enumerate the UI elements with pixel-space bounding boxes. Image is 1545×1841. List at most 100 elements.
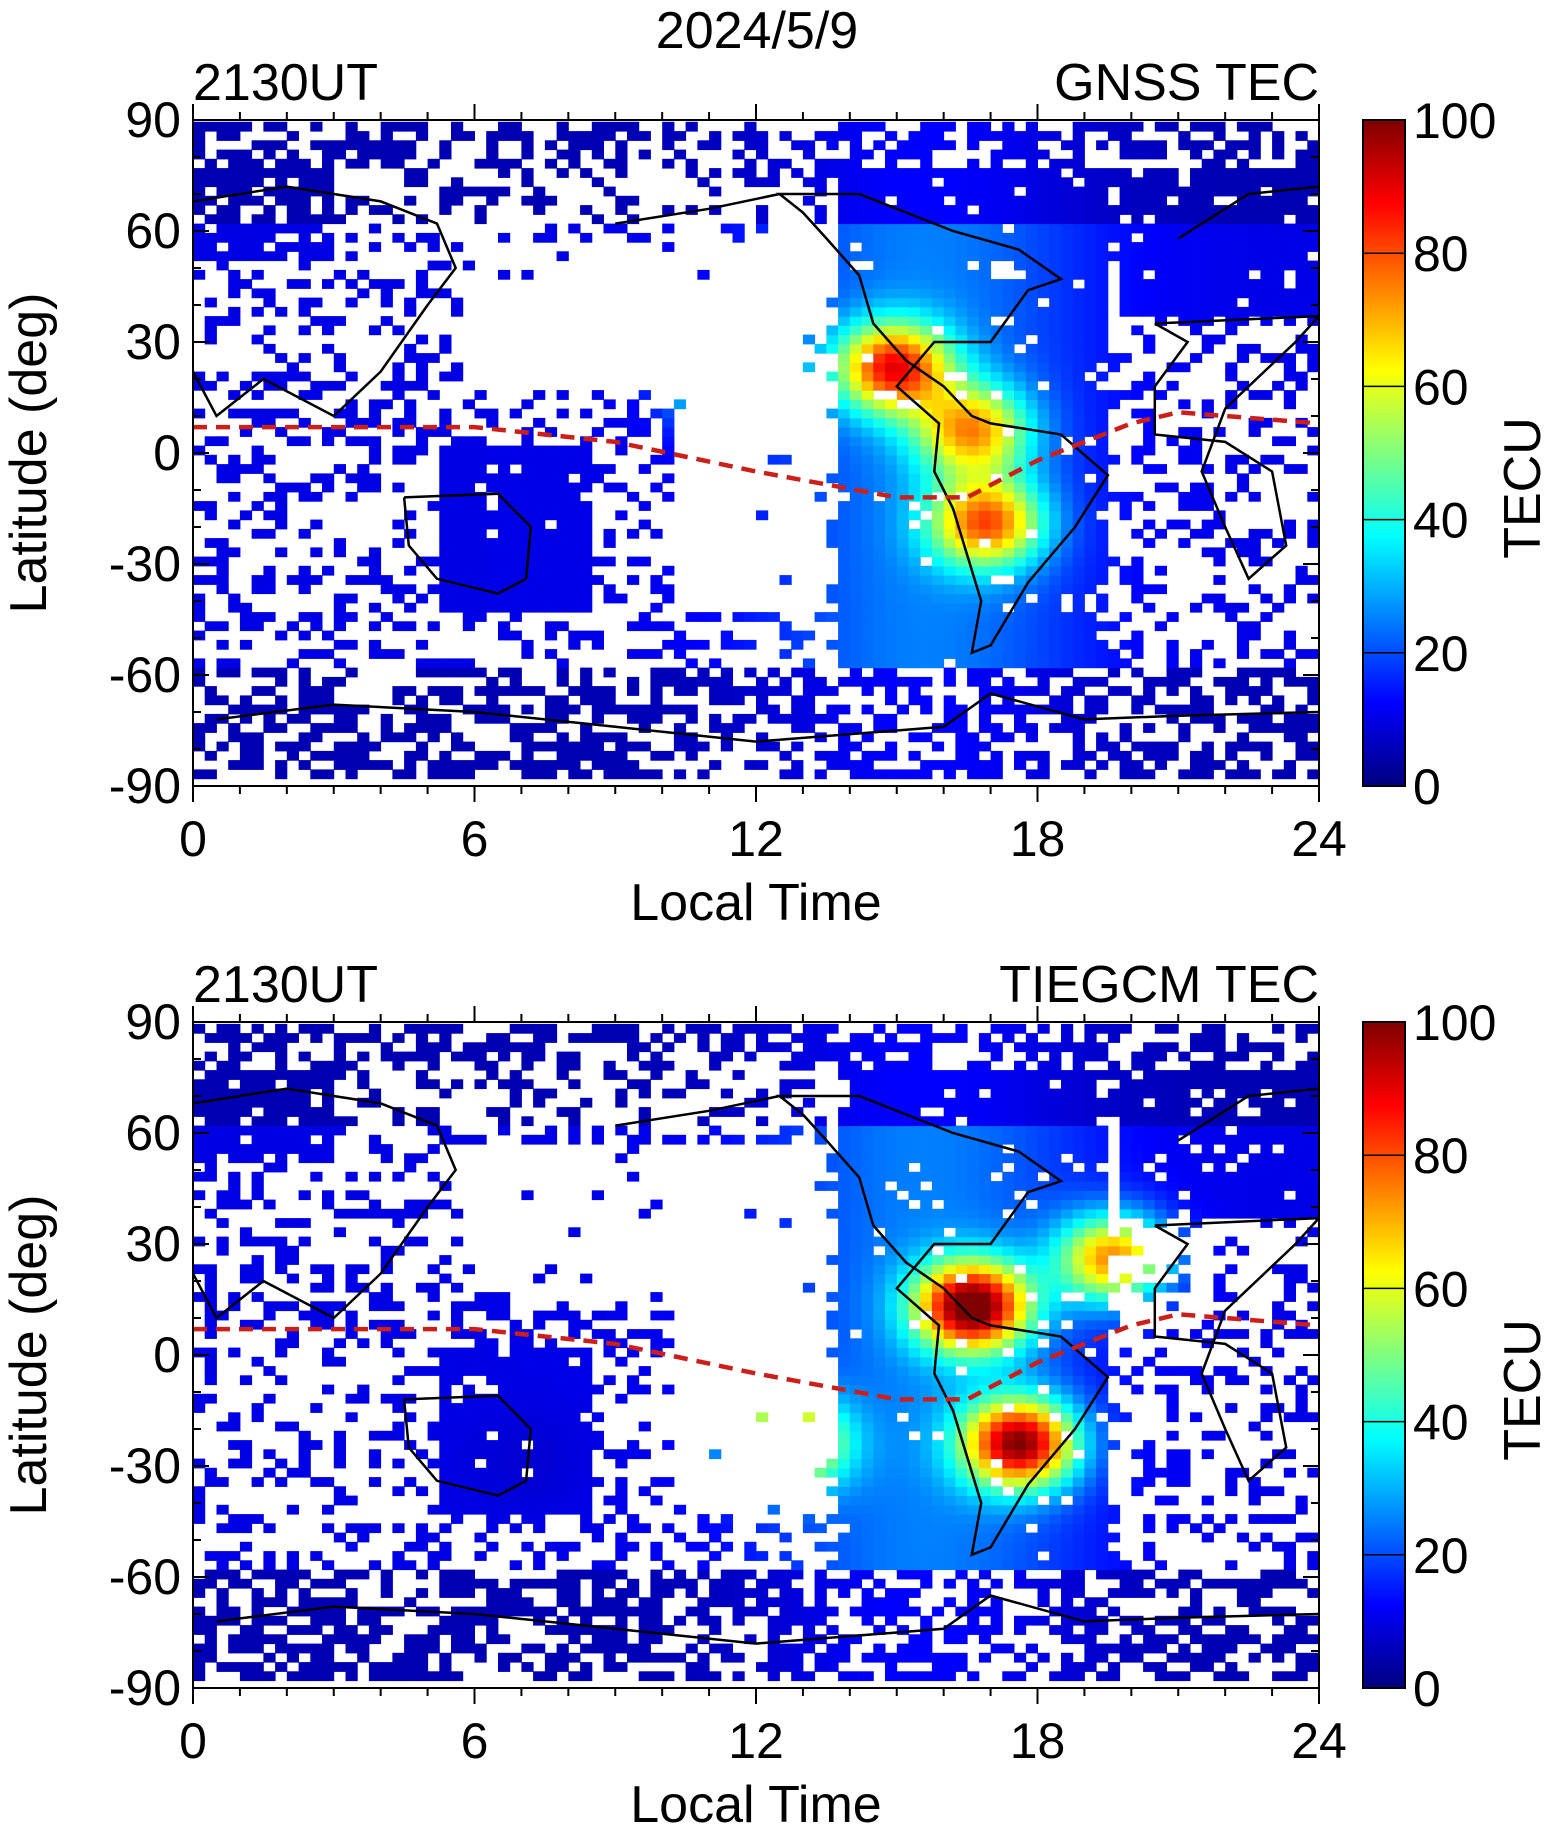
tec-cell — [439, 343, 452, 354]
tec-cell — [603, 1625, 616, 1635]
tec-cell — [216, 658, 229, 669]
tec-cell — [568, 1375, 581, 1386]
tec-cell — [228, 519, 241, 530]
tec-cell — [580, 1625, 593, 1635]
tec-cell — [1025, 288, 1038, 299]
tec-cell — [474, 704, 487, 715]
tec-cell — [920, 242, 933, 252]
tec-cell — [756, 1097, 769, 1108]
tec-cell — [357, 556, 370, 567]
tec-cell — [1037, 667, 1050, 678]
tec-cell — [275, 704, 288, 715]
tec-cell — [322, 1652, 335, 1663]
tec-cell — [1236, 214, 1250, 225]
tec-cell — [462, 501, 475, 511]
tec-cell — [427, 158, 440, 169]
tec-cell — [1014, 251, 1027, 262]
tec-cell — [967, 760, 980, 770]
tec-cell — [193, 1652, 206, 1663]
tec-cell — [1213, 232, 1226, 243]
tec-cell — [239, 741, 253, 752]
tec-cell — [1260, 316, 1273, 326]
tec-cell — [357, 1532, 370, 1543]
tec-cell — [990, 565, 1003, 576]
tec-cell — [1014, 242, 1027, 252]
tec-cell — [967, 297, 980, 308]
tec-cell — [193, 1153, 206, 1164]
tec-cell — [873, 232, 886, 243]
tec-cell — [275, 1144, 288, 1154]
tec-cell — [955, 649, 968, 659]
tec-cell — [193, 1458, 206, 1469]
tec-cell — [814, 612, 827, 622]
tec-cell — [204, 1088, 217, 1099]
tec-cell — [263, 1144, 276, 1154]
tec-cell — [521, 195, 534, 206]
tec-cell — [908, 316, 921, 326]
tec-cell — [1025, 177, 1038, 188]
tec-cell — [1143, 686, 1156, 696]
tec-cell — [1049, 528, 1062, 539]
tec-cell — [228, 288, 241, 299]
tec-cell — [814, 769, 827, 780]
tec-cell — [838, 427, 851, 437]
tec-cell — [1283, 251, 1296, 262]
tec-cell — [1119, 177, 1132, 188]
tec-cell — [603, 121, 616, 132]
tec-cell — [310, 473, 323, 484]
tec-cell — [638, 417, 651, 428]
tec-cell — [1119, 242, 1132, 252]
tec-cell — [462, 186, 475, 197]
tec-cell — [275, 1134, 288, 1145]
tec-cell — [474, 760, 487, 770]
tec-cell — [580, 510, 593, 521]
tec-cell — [1272, 454, 1285, 465]
tec-cell — [650, 649, 663, 659]
tec-cell — [556, 760, 569, 770]
tec-cell — [1178, 186, 1191, 197]
tec-cell — [849, 658, 862, 669]
tec-cell — [885, 565, 898, 576]
tec-cell — [627, 1606, 640, 1617]
tec-cell — [896, 658, 909, 669]
tec-cell — [1283, 223, 1296, 234]
tec-cell — [896, 436, 909, 447]
tec-cell — [556, 1467, 569, 1478]
tec-cell — [1025, 214, 1038, 225]
colorbar-tick-label: 80 — [1413, 226, 1469, 282]
tec-cell — [732, 713, 745, 724]
tec-cell — [404, 1560, 417, 1571]
tec-cell — [322, 1597, 335, 1608]
tec-cell — [943, 667, 956, 678]
tec-cell — [1002, 473, 1015, 484]
tec-cell — [310, 750, 323, 761]
tec-cell — [580, 1671, 593, 1682]
tec-cell — [908, 695, 921, 706]
tec-cell — [298, 390, 311, 400]
tec-cell — [1072, 491, 1085, 502]
tec-cell — [591, 1578, 604, 1589]
tec-cell — [814, 1116, 827, 1127]
tec-cell — [744, 713, 757, 724]
tec-cell — [931, 334, 945, 345]
tec-cell — [1154, 760, 1167, 770]
tec-cell — [861, 510, 874, 521]
tec-cell — [1049, 168, 1062, 178]
tec-cell — [1014, 427, 1027, 437]
tec-cell — [1061, 362, 1074, 373]
tec-cell — [1072, 602, 1085, 613]
tec-cell — [533, 390, 546, 400]
tec-cell — [591, 686, 604, 696]
tec-cell — [486, 454, 499, 465]
tec-cell — [415, 1532, 429, 1543]
tec-cell — [627, 491, 640, 502]
tec-cell — [1037, 482, 1050, 493]
tec-cell — [275, 380, 288, 391]
tec-cell — [709, 1671, 722, 1682]
tec-cell — [345, 1597, 358, 1608]
tec-cell — [404, 732, 417, 743]
tec-cell — [1014, 223, 1027, 234]
tec-cell — [486, 1578, 499, 1589]
tec-cell — [1119, 269, 1132, 280]
tec-cell — [544, 575, 558, 585]
